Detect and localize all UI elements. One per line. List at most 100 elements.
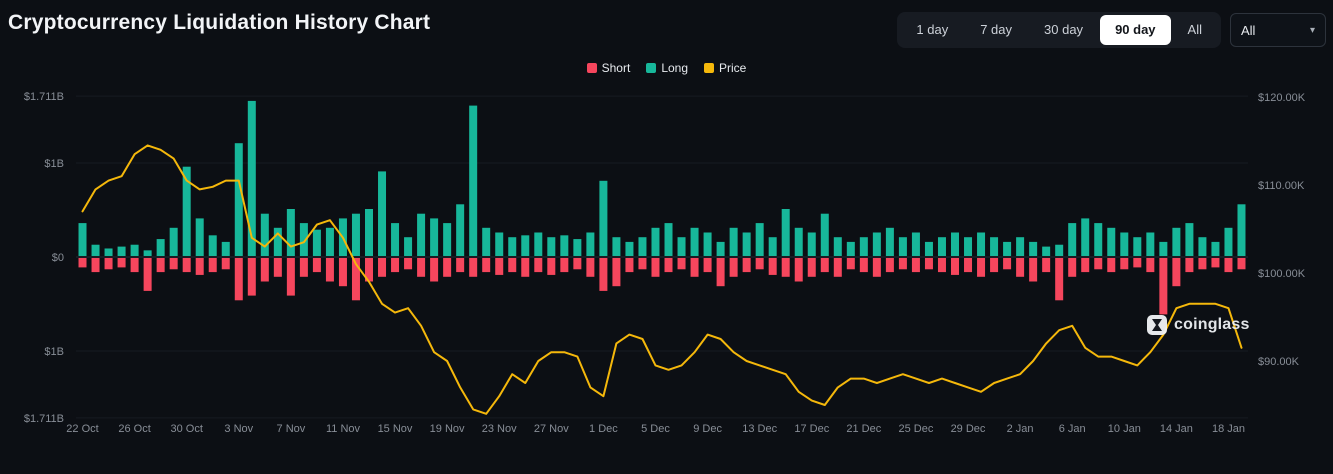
short-bar[interactable] bbox=[273, 258, 282, 277]
short-bar[interactable] bbox=[312, 258, 321, 273]
long-bar[interactable] bbox=[247, 100, 256, 257]
long-bar[interactable] bbox=[846, 241, 855, 256]
short-bar[interactable] bbox=[482, 258, 491, 273]
long-bar[interactable] bbox=[1237, 204, 1246, 256]
short-bar[interactable] bbox=[924, 258, 933, 270]
short-bar[interactable] bbox=[1172, 258, 1181, 287]
long-bar[interactable] bbox=[612, 237, 621, 256]
short-bar[interactable] bbox=[586, 258, 595, 277]
short-bar[interactable] bbox=[1068, 258, 1077, 277]
short-bar[interactable] bbox=[1094, 258, 1103, 270]
long-bar[interactable] bbox=[872, 232, 881, 257]
long-bar[interactable] bbox=[664, 223, 673, 256]
short-bar[interactable] bbox=[755, 258, 764, 270]
long-bar[interactable] bbox=[924, 241, 933, 256]
long-bar[interactable] bbox=[182, 166, 191, 256]
short-bar[interactable] bbox=[325, 258, 334, 282]
long-bar[interactable] bbox=[716, 241, 725, 256]
long-bar[interactable] bbox=[1172, 227, 1181, 256]
short-bar[interactable] bbox=[781, 258, 790, 277]
long-bar[interactable] bbox=[573, 239, 582, 256]
short-bar[interactable] bbox=[143, 258, 152, 291]
long-bar[interactable] bbox=[391, 223, 400, 256]
short-bar[interactable] bbox=[807, 258, 816, 277]
long-bar[interactable] bbox=[833, 237, 842, 256]
long-bar[interactable] bbox=[195, 218, 204, 256]
short-bar[interactable] bbox=[78, 258, 87, 268]
short-bar[interactable] bbox=[91, 258, 100, 273]
short-bar[interactable] bbox=[365, 258, 373, 282]
short-bar[interactable] bbox=[872, 258, 881, 277]
short-bar[interactable] bbox=[625, 258, 634, 273]
long-bar[interactable] bbox=[990, 237, 999, 256]
short-bar[interactable] bbox=[638, 258, 647, 270]
long-bar[interactable] bbox=[807, 232, 816, 257]
short-bar[interactable] bbox=[1107, 258, 1116, 273]
long-bar[interactable] bbox=[964, 237, 973, 256]
long-bar[interactable] bbox=[534, 232, 543, 257]
short-bar[interactable] bbox=[729, 258, 738, 277]
short-bar[interactable] bbox=[521, 258, 530, 277]
short-bar[interactable] bbox=[1120, 258, 1129, 270]
short-bar[interactable] bbox=[703, 258, 712, 273]
short-bar[interactable] bbox=[534, 258, 543, 273]
long-bar[interactable] bbox=[221, 241, 230, 256]
range-button-30-day[interactable]: 30 day bbox=[1044, 22, 1084, 37]
long-bar[interactable] bbox=[794, 227, 803, 256]
short-bar[interactable] bbox=[299, 258, 308, 277]
short-bar[interactable] bbox=[573, 258, 582, 270]
short-bar[interactable] bbox=[221, 258, 230, 270]
range-button-90-day[interactable]: 90 day bbox=[1100, 15, 1171, 45]
legend-item-short[interactable]: Short bbox=[586, 61, 630, 75]
long-bar[interactable] bbox=[351, 213, 360, 256]
long-bar[interactable] bbox=[273, 227, 282, 256]
short-bar[interactable] bbox=[1224, 258, 1233, 273]
short-bar[interactable] bbox=[508, 258, 517, 273]
long-bar[interactable] bbox=[1029, 241, 1038, 256]
long-bar[interactable] bbox=[1224, 227, 1233, 256]
short-bar[interactable] bbox=[1185, 258, 1194, 273]
short-bar[interactable] bbox=[404, 258, 413, 270]
long-bar[interactable] bbox=[885, 227, 894, 256]
long-bar[interactable] bbox=[104, 248, 113, 256]
short-bar[interactable] bbox=[599, 258, 608, 291]
long-bar[interactable] bbox=[781, 209, 790, 256]
short-bar[interactable] bbox=[794, 258, 803, 282]
short-bar[interactable] bbox=[990, 258, 999, 273]
range-button-1-day[interactable]: 1 day bbox=[916, 22, 949, 37]
long-bar[interactable] bbox=[820, 213, 829, 256]
short-bar[interactable] bbox=[833, 258, 842, 277]
long-bar[interactable] bbox=[456, 204, 465, 256]
short-bar[interactable] bbox=[1003, 258, 1012, 270]
short-bar[interactable] bbox=[690, 258, 699, 277]
long-bar[interactable] bbox=[690, 227, 699, 256]
short-bar[interactable] bbox=[247, 258, 256, 296]
long-bar[interactable] bbox=[859, 237, 868, 256]
long-bar[interactable] bbox=[1016, 237, 1025, 256]
long-bar[interactable] bbox=[1159, 241, 1168, 256]
long-bar[interactable] bbox=[78, 223, 87, 256]
short-bar[interactable] bbox=[456, 258, 465, 273]
short-bar[interactable] bbox=[1055, 258, 1064, 301]
long-bar[interactable] bbox=[312, 229, 321, 256]
long-bar[interactable] bbox=[430, 218, 439, 256]
long-bar[interactable] bbox=[443, 223, 452, 256]
long-bar[interactable] bbox=[1120, 232, 1129, 257]
long-bar[interactable] bbox=[325, 227, 334, 256]
long-bar[interactable] bbox=[951, 232, 959, 257]
long-bar[interactable] bbox=[91, 244, 100, 256]
long-bar[interactable] bbox=[1146, 232, 1155, 257]
long-bar[interactable] bbox=[378, 171, 387, 256]
short-bar[interactable] bbox=[1146, 258, 1155, 273]
symbol-dropdown[interactable]: All ▾ bbox=[1230, 13, 1326, 47]
short-bar[interactable] bbox=[560, 258, 569, 273]
range-button-7-day[interactable]: 7 day bbox=[980, 22, 1013, 37]
short-bar[interactable] bbox=[1016, 258, 1025, 277]
short-bar[interactable] bbox=[443, 258, 452, 277]
short-bar[interactable] bbox=[391, 258, 400, 273]
long-bar[interactable] bbox=[547, 237, 556, 256]
long-bar[interactable] bbox=[703, 232, 712, 257]
short-bar[interactable] bbox=[1211, 258, 1220, 268]
short-bar[interactable] bbox=[547, 258, 556, 275]
short-bar[interactable] bbox=[260, 258, 269, 282]
